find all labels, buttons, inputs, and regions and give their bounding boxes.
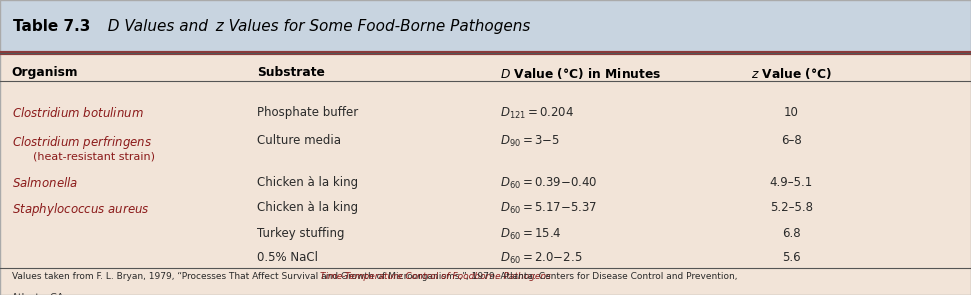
Text: $D_{90} = 3\mathrm{-}5$: $D_{90} = 3\mathrm{-}5$ — [500, 134, 560, 149]
Text: $D_{60} = 0.39\mathrm{-}0.40$: $D_{60} = 0.39\mathrm{-}0.40$ — [500, 176, 598, 191]
Text: Chicken à la king: Chicken à la king — [257, 201, 358, 214]
Text: 6.8: 6.8 — [782, 227, 801, 240]
Text: $D_{60} = 5.17\mathrm{-}5.37$: $D_{60} = 5.17\mathrm{-}5.37$ — [500, 201, 597, 216]
Text: Table 7.3: Table 7.3 — [13, 19, 90, 34]
Text: Values taken from F. L. Bryan, 1979, “Processes That Affect Survival and Growth : Values taken from F. L. Bryan, 1979, “Pr… — [12, 272, 469, 281]
Text: 0.5% NaCl: 0.5% NaCl — [257, 251, 318, 264]
Text: Substrate: Substrate — [257, 66, 325, 79]
Text: 5.2–5.8: 5.2–5.8 — [770, 201, 813, 214]
Text: Culture media: Culture media — [257, 134, 342, 147]
Text: $D_{121} = 0.204$: $D_{121} = 0.204$ — [500, 106, 574, 121]
Text: 10: 10 — [784, 106, 799, 119]
Text: Turkey stuffing: Turkey stuffing — [257, 227, 345, 240]
Text: , 1979. Atlanta: Centers for Disease Control and Prevention,: , 1979. Atlanta: Centers for Disease Con… — [465, 272, 737, 281]
Text: $\mathit{Clostridium\ botulinum}$: $\mathit{Clostridium\ botulinum}$ — [12, 106, 144, 120]
Text: Phosphate buffer: Phosphate buffer — [257, 106, 358, 119]
Text: Chicken à la king: Chicken à la king — [257, 176, 358, 189]
Text: $\mathit{Salmonella}$: $\mathit{Salmonella}$ — [12, 176, 78, 189]
Text: (heat-resistant strain): (heat-resistant strain) — [33, 152, 155, 162]
Text: 4.9–5.1: 4.9–5.1 — [770, 176, 813, 189]
Text: Organism: Organism — [12, 66, 78, 79]
Text: 5.6: 5.6 — [782, 251, 801, 264]
Text: Time-Temperature Control of Foodborne Pathogens: Time-Temperature Control of Foodborne Pa… — [320, 272, 552, 281]
Text: $D_{60} = 2.0\mathrm{-}2.5$: $D_{60} = 2.0\mathrm{-}2.5$ — [500, 251, 583, 266]
Text: $D_{60} = 15.4$: $D_{60} = 15.4$ — [500, 227, 562, 242]
Text: 6–8: 6–8 — [781, 134, 802, 147]
Text: $\mathit{Staphylococcus\ aureus}$: $\mathit{Staphylococcus\ aureus}$ — [12, 201, 150, 218]
Text: $\mathit{Clostridium\ perfringens}$: $\mathit{Clostridium\ perfringens}$ — [12, 134, 151, 151]
Text: Atlanta, GA.: Atlanta, GA. — [12, 293, 66, 295]
FancyBboxPatch shape — [0, 0, 971, 53]
Text: $\mathit{z}$ Value (°C): $\mathit{z}$ Value (°C) — [751, 66, 832, 81]
Text: $\mathbf{\mathit{D}}$ Value (°C) in Minutes: $\mathbf{\mathit{D}}$ Value (°C) in Minu… — [500, 66, 661, 81]
Text: D Values and  z Values for Some Food-Borne Pathogens: D Values and z Values for Some Food-Born… — [95, 19, 530, 34]
